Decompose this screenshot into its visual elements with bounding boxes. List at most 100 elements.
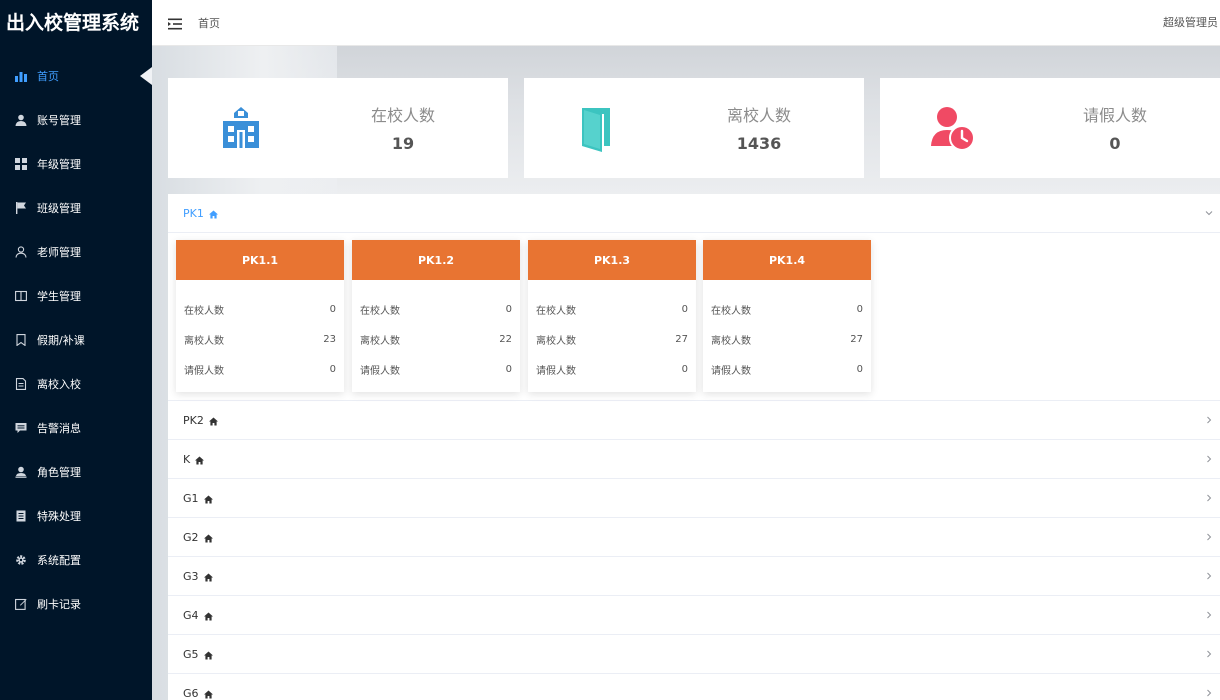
sidebar-item-special[interactable]: 特殊处理 (0, 494, 152, 538)
sidebar-item-label: 年级管理 (37, 158, 81, 171)
home-icon (203, 533, 213, 542)
row-value: 0 (681, 303, 688, 315)
row-value: 27 (850, 333, 863, 345)
class-row-left-school: 离校人数 27 (703, 324, 871, 354)
grade-name: G2 (183, 530, 199, 544)
gear-icon (14, 553, 28, 567)
app-title: 出入校管理系统 (6, 12, 140, 34)
row-label: 请假人数 (184, 365, 224, 377)
chevron-right-icon (1204, 610, 1214, 620)
row-label: 请假人数 (536, 365, 576, 377)
home-icon (203, 611, 213, 620)
sidebar-item-label: 老师管理 (37, 246, 81, 259)
class-row-leave: 请假人数 0 (176, 354, 344, 384)
sidebar-item-accounts[interactable]: 账号管理 (0, 98, 152, 142)
home-icon (203, 572, 213, 581)
class-name: PK1.4 (703, 240, 871, 280)
class-card[interactable]: PK1.4 在校人数 0 离校人数 27 请假人数 0 (703, 240, 871, 392)
message-icon (14, 421, 28, 435)
home-icon (203, 650, 213, 659)
row-label: 离校人数 (184, 335, 224, 347)
sidebar-item-label: 首页 (37, 70, 59, 83)
row-label: 在校人数 (711, 305, 751, 317)
breadcrumb[interactable]: 首页 (198, 16, 220, 30)
class-name: PK1.3 (528, 240, 696, 280)
home-icon (195, 455, 205, 464)
chevron-right-icon (1204, 493, 1214, 503)
class-card[interactable]: PK1.1 在校人数 0 离校人数 23 请假人数 0 (176, 240, 344, 392)
active-indicator (140, 67, 152, 85)
class-card[interactable]: PK1.2 在校人数 0 离校人数 22 请假人数 0 (352, 240, 520, 392)
chevron-right-icon (1204, 571, 1214, 581)
sidebar-item-roles[interactable]: 角色管理 (0, 450, 152, 494)
grade-name: PK2 (183, 413, 204, 427)
role-icon (14, 465, 28, 479)
grade-panel-g5[interactable]: G5 (168, 635, 1220, 674)
sidebar-item-alerts[interactable]: 告警消息 (0, 406, 152, 450)
chevron-right-icon (1204, 649, 1214, 659)
grade-name: G5 (183, 647, 199, 661)
bookmark-icon (14, 333, 28, 347)
sidebar-item-label: 假期/补课 (37, 334, 85, 347)
sidebar-item-students[interactable]: 学生管理 (0, 274, 152, 318)
user-menu[interactable]: 超级管理员 (1163, 16, 1218, 29)
grade-panel-pk2[interactable]: PK2 (168, 401, 1220, 440)
row-label: 请假人数 (711, 365, 751, 377)
class-row-leave: 请假人数 0 (703, 354, 871, 384)
class-row-in-school: 在校人数 0 (528, 294, 696, 324)
school-building-icon (216, 104, 266, 154)
row-value: 0 (856, 363, 863, 375)
grade-name: G3 (183, 569, 199, 583)
sidebar-item-teachers[interactable]: 老师管理 (0, 230, 152, 274)
class-card[interactable]: PK1.3 在校人数 0 离校人数 27 请假人数 0 (528, 240, 696, 392)
grade-panel-pk1[interactable]: PK1 (168, 194, 1220, 233)
row-label: 离校人数 (536, 335, 576, 347)
sidebar-item-card-records[interactable]: 刷卡记录 (0, 582, 152, 626)
row-value: 0 (329, 363, 336, 375)
grade-panel-body-pk1: PK1.1 在校人数 0 离校人数 23 请假人数 0 PK1.2 在校人数 0 离校人… (168, 233, 1220, 401)
menu-fold-icon[interactable] (168, 16, 182, 30)
grade-name: G1 (183, 491, 199, 505)
sidebar-item-label: 账号管理 (37, 114, 81, 127)
grade-panel-g6[interactable]: G6 (168, 674, 1220, 700)
row-value: 27 (675, 333, 688, 345)
row-value: 0 (856, 303, 863, 315)
grade-name: G4 (183, 608, 199, 622)
stats-row: 在校人数 19 离校人数 1436 (168, 78, 1220, 178)
grade-panel-k[interactable]: K (168, 440, 1220, 479)
sidebar-item-label: 特殊处理 (37, 510, 81, 523)
grid-icon (14, 157, 28, 171)
grade-panel-g1[interactable]: G1 (168, 479, 1220, 518)
home-icon (208, 416, 218, 425)
grade-name: PK1 (183, 206, 204, 220)
home-icon (208, 209, 218, 218)
home-icon (203, 689, 213, 698)
bar-chart-icon (14, 69, 28, 83)
door-icon (572, 104, 622, 154)
home-icon (203, 494, 213, 503)
row-value: 0 (329, 303, 336, 315)
sidebar-item-leave-enter[interactable]: 离校入校 (0, 362, 152, 406)
grade-name: K (183, 452, 191, 466)
sidebar: 出入校管理系统 首页 账号管理 年级管理 班级管理 (0, 0, 152, 700)
document-icon (14, 377, 28, 391)
row-label: 在校人数 (360, 305, 400, 317)
sidebar-item-classes[interactable]: 班级管理 (0, 186, 152, 230)
grade-panel-g2[interactable]: G2 (168, 518, 1220, 557)
sidebar-item-home[interactable]: 首页 (0, 54, 152, 98)
grade-panel-g3[interactable]: G3 (168, 557, 1220, 596)
sidebar-item-grades[interactable]: 年级管理 (0, 142, 152, 186)
chevron-right-icon (1204, 532, 1214, 542)
main-content: 在校人数 19 离校人数 1436 (152, 46, 1220, 700)
row-label: 离校人数 (360, 335, 400, 347)
stat-title: 请假人数 (1082, 106, 1147, 125)
sidebar-item-holidays[interactable]: 假期/补课 (0, 318, 152, 362)
row-value: 0 (505, 303, 512, 315)
sidebar-item-label: 刷卡记录 (37, 598, 81, 611)
top-header: 首页 超级管理员 (152, 0, 1220, 46)
class-row-in-school: 在校人数 0 (176, 294, 344, 324)
sidebar-item-settings[interactable]: 系统配置 (0, 538, 152, 582)
row-value: 23 (323, 333, 336, 345)
sidebar-item-label: 学生管理 (37, 290, 81, 303)
grade-panel-g4[interactable]: G4 (168, 596, 1220, 635)
